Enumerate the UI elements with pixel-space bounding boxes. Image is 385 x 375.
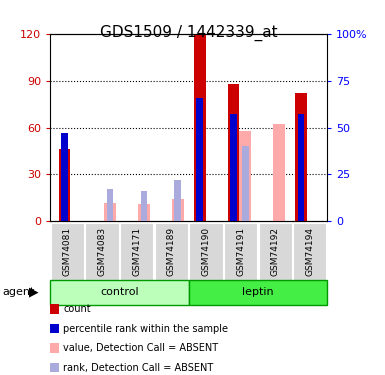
Text: value, Detection Call = ABSENT: value, Detection Call = ABSENT — [63, 343, 218, 353]
Text: GSM74192: GSM74192 — [271, 226, 280, 276]
Text: percentile rank within the sample: percentile rank within the sample — [63, 324, 228, 333]
Text: control: control — [100, 287, 139, 297]
Bar — [298, 114, 304, 221]
Text: GSM74194: GSM74194 — [305, 226, 315, 276]
Text: agent: agent — [2, 287, 34, 297]
Text: ▶: ▶ — [29, 286, 38, 299]
Bar — [295, 93, 307, 221]
Text: GSM74191: GSM74191 — [236, 226, 245, 276]
Text: rank, Detection Call = ABSENT: rank, Detection Call = ABSENT — [63, 363, 213, 372]
Text: GSM74081: GSM74081 — [63, 226, 72, 276]
Bar — [196, 98, 203, 221]
Bar — [174, 180, 181, 221]
Text: GSM74190: GSM74190 — [201, 226, 211, 276]
Bar — [104, 202, 116, 221]
Text: GSM74189: GSM74189 — [167, 226, 176, 276]
Bar — [239, 130, 251, 221]
Bar — [273, 124, 285, 221]
Bar — [141, 191, 147, 221]
Bar — [107, 189, 113, 221]
Bar — [230, 114, 237, 221]
Bar — [172, 200, 184, 221]
Text: GDS1509 / 1442339_at: GDS1509 / 1442339_at — [100, 24, 278, 40]
Bar — [61, 133, 68, 221]
Text: count: count — [63, 304, 91, 314]
Bar — [242, 146, 249, 221]
Text: leptin: leptin — [242, 287, 274, 297]
Bar — [228, 84, 239, 221]
Text: GSM74083: GSM74083 — [97, 226, 107, 276]
Text: GSM74171: GSM74171 — [132, 226, 141, 276]
Bar — [138, 204, 150, 221]
Bar — [59, 149, 70, 221]
Bar — [194, 34, 206, 221]
